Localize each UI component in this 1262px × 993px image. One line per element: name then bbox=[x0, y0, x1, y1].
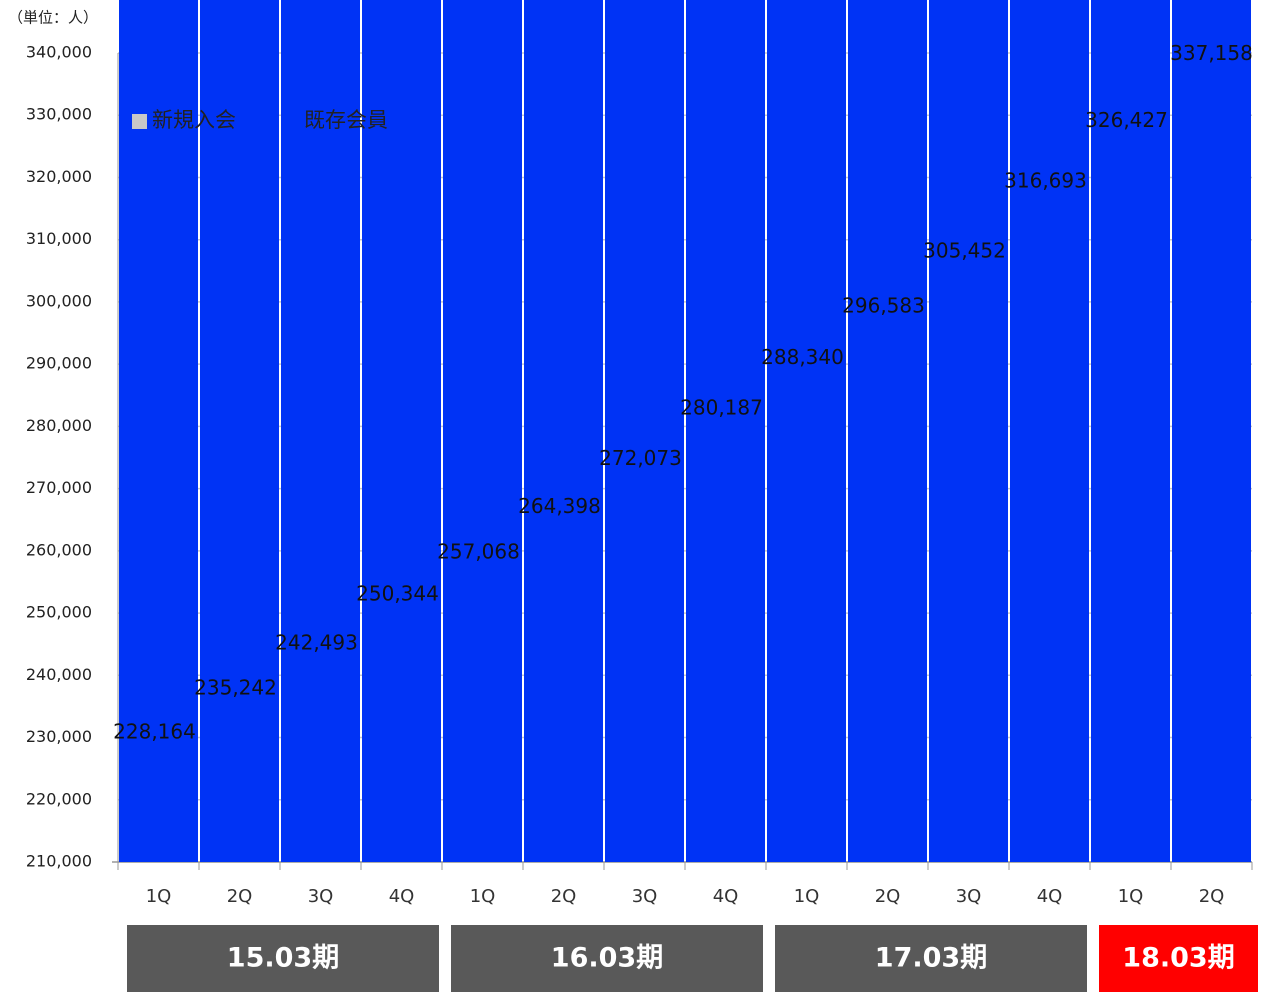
period-label: 15.03期 bbox=[227, 943, 339, 974]
y-tick-label: 250,000 bbox=[26, 603, 92, 622]
total-label: 305,452 bbox=[923, 238, 1006, 262]
y-tick-label: 290,000 bbox=[26, 354, 92, 373]
total-label: 288,340 bbox=[761, 345, 844, 369]
y-tick-label: 320,000 bbox=[26, 167, 92, 186]
bar-segment bbox=[686, 0, 765, 862]
x-tick-label: 4Q bbox=[1037, 886, 1063, 907]
bar-segment bbox=[767, 0, 846, 863]
x-tick-label: 1Q bbox=[1118, 886, 1144, 907]
period-box bbox=[127, 925, 439, 992]
legend-swatch bbox=[132, 114, 147, 129]
total-label: 242,493 bbox=[275, 630, 358, 654]
x-tick-label: 3Q bbox=[632, 886, 658, 907]
y-tick-label: 220,000 bbox=[26, 789, 92, 808]
y-tick-label: 230,000 bbox=[26, 727, 92, 746]
x-tick-label: 1Q bbox=[470, 886, 496, 907]
y-tick-label: 260,000 bbox=[26, 540, 92, 559]
total-label: 235,242 bbox=[194, 675, 277, 699]
bar-segment bbox=[1172, 0, 1251, 862]
bar-segment bbox=[119, 0, 198, 863]
period-label: 18.03期 bbox=[1122, 943, 1234, 974]
x-tick-label: 2Q bbox=[875, 886, 901, 907]
bar-segment bbox=[200, 0, 279, 862]
total-label: 326,427 bbox=[1085, 108, 1168, 132]
bar-segment bbox=[1010, 0, 1089, 862]
total-label: 337,158 bbox=[1170, 41, 1253, 65]
y-tick-label: 270,000 bbox=[26, 478, 92, 497]
y-tick-label: 330,000 bbox=[26, 105, 92, 124]
y-tick-label: 300,000 bbox=[26, 291, 92, 310]
bar-segment bbox=[281, 0, 360, 862]
bar-segment bbox=[362, 0, 441, 862]
x-tick-label: 2Q bbox=[1199, 886, 1225, 907]
total-label: 228,164 bbox=[113, 719, 196, 743]
legend-swatch bbox=[284, 114, 299, 129]
total-label: 316,693 bbox=[1004, 169, 1087, 193]
y-tick-label: 280,000 bbox=[26, 416, 92, 435]
bar-segment bbox=[443, 0, 522, 863]
period-box bbox=[451, 925, 763, 992]
bar-segment bbox=[524, 0, 603, 863]
total-label: 272,073 bbox=[599, 446, 682, 470]
bar-segment bbox=[1091, 0, 1170, 862]
x-tick-label: 1Q bbox=[794, 886, 820, 907]
y-tick-label: 210,000 bbox=[26, 852, 92, 871]
x-tick-label: 2Q bbox=[227, 886, 253, 907]
legend-label: 既存会員 bbox=[304, 108, 388, 132]
unit-label: （単位：人） bbox=[8, 9, 98, 27]
bar-segment bbox=[605, 0, 684, 863]
x-tick-label: 3Q bbox=[956, 886, 982, 907]
y-tick-label: 340,000 bbox=[26, 43, 92, 62]
y-tick-label: 310,000 bbox=[26, 229, 92, 248]
total-label: 280,187 bbox=[680, 396, 763, 420]
x-tick-label: 2Q bbox=[551, 886, 577, 907]
period-box bbox=[775, 925, 1087, 992]
bar-segment bbox=[929, 0, 1008, 862]
x-tick-label: 1Q bbox=[146, 886, 172, 907]
x-tick-label: 3Q bbox=[308, 886, 334, 907]
period-label: 16.03期 bbox=[551, 943, 663, 974]
x-tick-label: 4Q bbox=[713, 886, 739, 907]
period-label: 17.03期 bbox=[875, 943, 987, 974]
period-box bbox=[1099, 925, 1258, 992]
total-label: 250,344 bbox=[356, 581, 439, 605]
y-tick-label: 240,000 bbox=[26, 665, 92, 684]
legend-label: 新規入会 bbox=[152, 108, 236, 132]
total-label: 296,583 bbox=[842, 294, 925, 318]
bar-segment bbox=[848, 0, 927, 863]
total-label: 264,398 bbox=[518, 494, 601, 518]
total-label: 257,068 bbox=[437, 540, 520, 564]
x-tick-label: 4Q bbox=[389, 886, 415, 907]
